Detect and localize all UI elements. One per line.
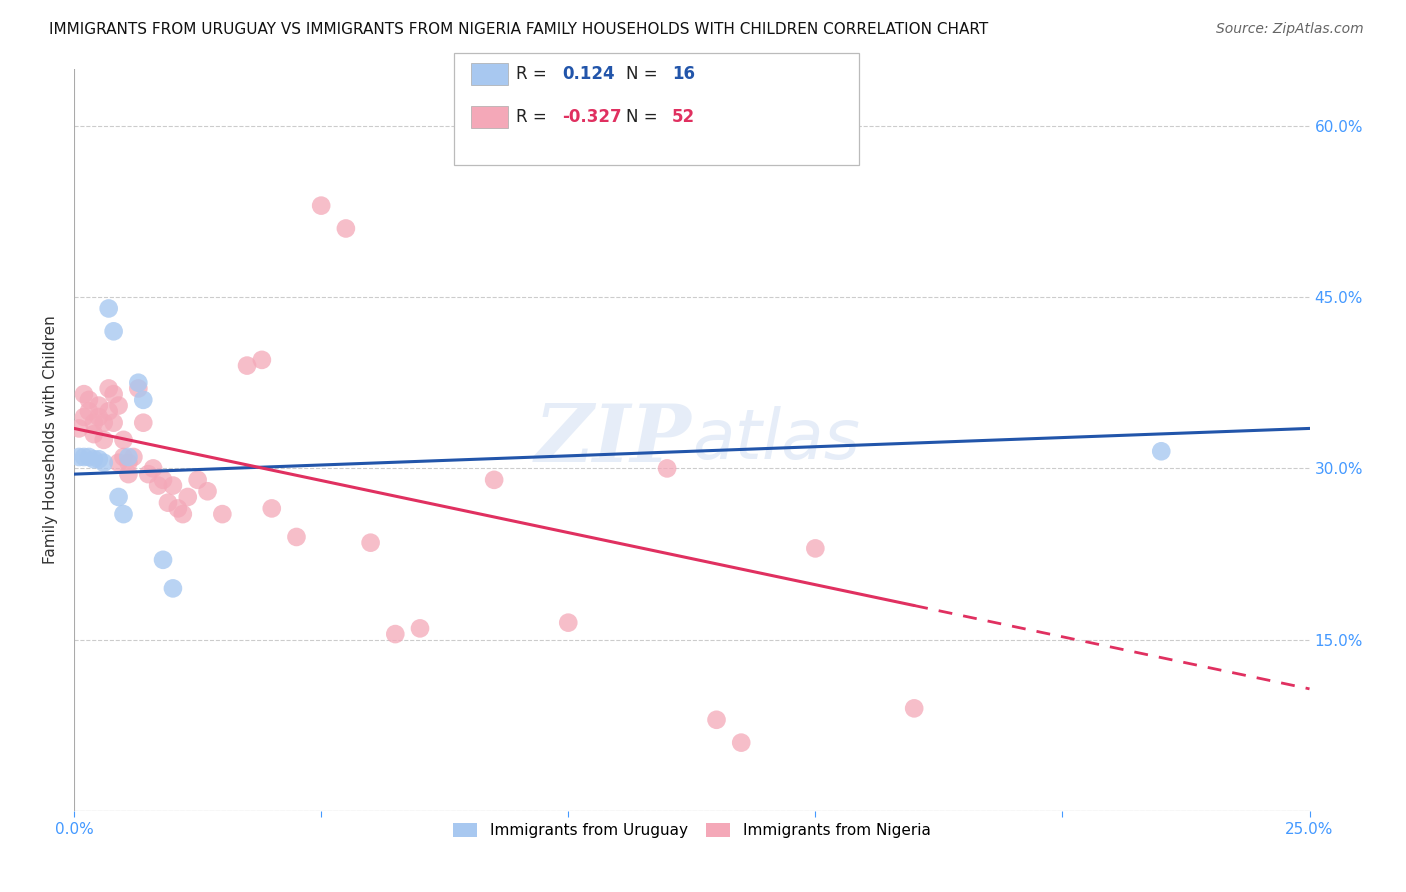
Point bbox=[152, 473, 174, 487]
Point bbox=[250, 352, 273, 367]
Point bbox=[309, 199, 332, 213]
Point bbox=[655, 461, 678, 475]
Point bbox=[172, 507, 194, 521]
Text: Source: ZipAtlas.com: Source: ZipAtlas.com bbox=[1216, 22, 1364, 37]
Point bbox=[77, 392, 100, 407]
Point bbox=[93, 416, 115, 430]
Text: atlas: atlas bbox=[692, 407, 860, 474]
Point bbox=[903, 701, 925, 715]
Point bbox=[103, 416, 125, 430]
Text: N =: N = bbox=[626, 108, 662, 126]
Point bbox=[83, 452, 105, 467]
Point bbox=[73, 450, 96, 464]
Point bbox=[107, 490, 129, 504]
Legend: Immigrants from Uruguay, Immigrants from Nigeria: Immigrants from Uruguay, Immigrants from… bbox=[447, 817, 936, 845]
Point bbox=[97, 404, 120, 418]
Point bbox=[87, 452, 110, 467]
Point bbox=[122, 450, 145, 464]
Point bbox=[187, 473, 209, 487]
Point bbox=[77, 450, 100, 464]
Point bbox=[103, 324, 125, 338]
Point bbox=[177, 490, 200, 504]
Point bbox=[127, 376, 149, 390]
Point bbox=[97, 381, 120, 395]
Point bbox=[136, 467, 159, 482]
Point bbox=[132, 416, 155, 430]
Text: IMMIGRANTS FROM URUGUAY VS IMMIGRANTS FROM NIGERIA FAMILY HOUSEHOLDS WITH CHILDR: IMMIGRANTS FROM URUGUAY VS IMMIGRANTS FR… bbox=[49, 22, 988, 37]
Point bbox=[335, 221, 357, 235]
Point bbox=[260, 501, 283, 516]
Point bbox=[117, 467, 139, 482]
Point bbox=[83, 427, 105, 442]
Point bbox=[73, 409, 96, 424]
Point bbox=[142, 461, 165, 475]
Point bbox=[107, 399, 129, 413]
Y-axis label: Family Households with Children: Family Households with Children bbox=[44, 316, 58, 565]
Text: N =: N = bbox=[626, 65, 662, 83]
Text: R =: R = bbox=[516, 108, 553, 126]
Point bbox=[112, 507, 135, 521]
Point bbox=[162, 478, 184, 492]
Point bbox=[360, 535, 382, 549]
Point bbox=[73, 387, 96, 401]
Point bbox=[167, 501, 190, 516]
Point bbox=[117, 456, 139, 470]
Point bbox=[87, 409, 110, 424]
Point bbox=[409, 621, 432, 635]
Point bbox=[93, 433, 115, 447]
Point bbox=[132, 392, 155, 407]
Text: 0.124: 0.124 bbox=[562, 65, 614, 83]
Point bbox=[162, 582, 184, 596]
Point bbox=[117, 450, 139, 464]
Point bbox=[482, 473, 505, 487]
Point bbox=[285, 530, 308, 544]
Point bbox=[83, 416, 105, 430]
Point bbox=[107, 456, 129, 470]
Point bbox=[146, 478, 169, 492]
Point bbox=[1150, 444, 1173, 458]
Text: R =: R = bbox=[516, 65, 553, 83]
Point bbox=[236, 359, 259, 373]
Point bbox=[112, 450, 135, 464]
Text: 16: 16 bbox=[672, 65, 695, 83]
Point bbox=[93, 456, 115, 470]
Point bbox=[706, 713, 728, 727]
Point bbox=[97, 301, 120, 316]
Point bbox=[384, 627, 406, 641]
Text: -0.327: -0.327 bbox=[562, 108, 621, 126]
Point bbox=[127, 381, 149, 395]
Point bbox=[156, 496, 179, 510]
Point bbox=[211, 507, 233, 521]
Point bbox=[77, 404, 100, 418]
Text: 52: 52 bbox=[672, 108, 695, 126]
Text: ZIP: ZIP bbox=[534, 401, 692, 479]
Point bbox=[103, 387, 125, 401]
Point bbox=[197, 484, 219, 499]
Point bbox=[67, 450, 90, 464]
Point bbox=[730, 736, 752, 750]
Point bbox=[112, 433, 135, 447]
Point bbox=[152, 553, 174, 567]
Point bbox=[804, 541, 827, 556]
Point bbox=[87, 399, 110, 413]
Point bbox=[67, 421, 90, 435]
Point bbox=[557, 615, 579, 630]
